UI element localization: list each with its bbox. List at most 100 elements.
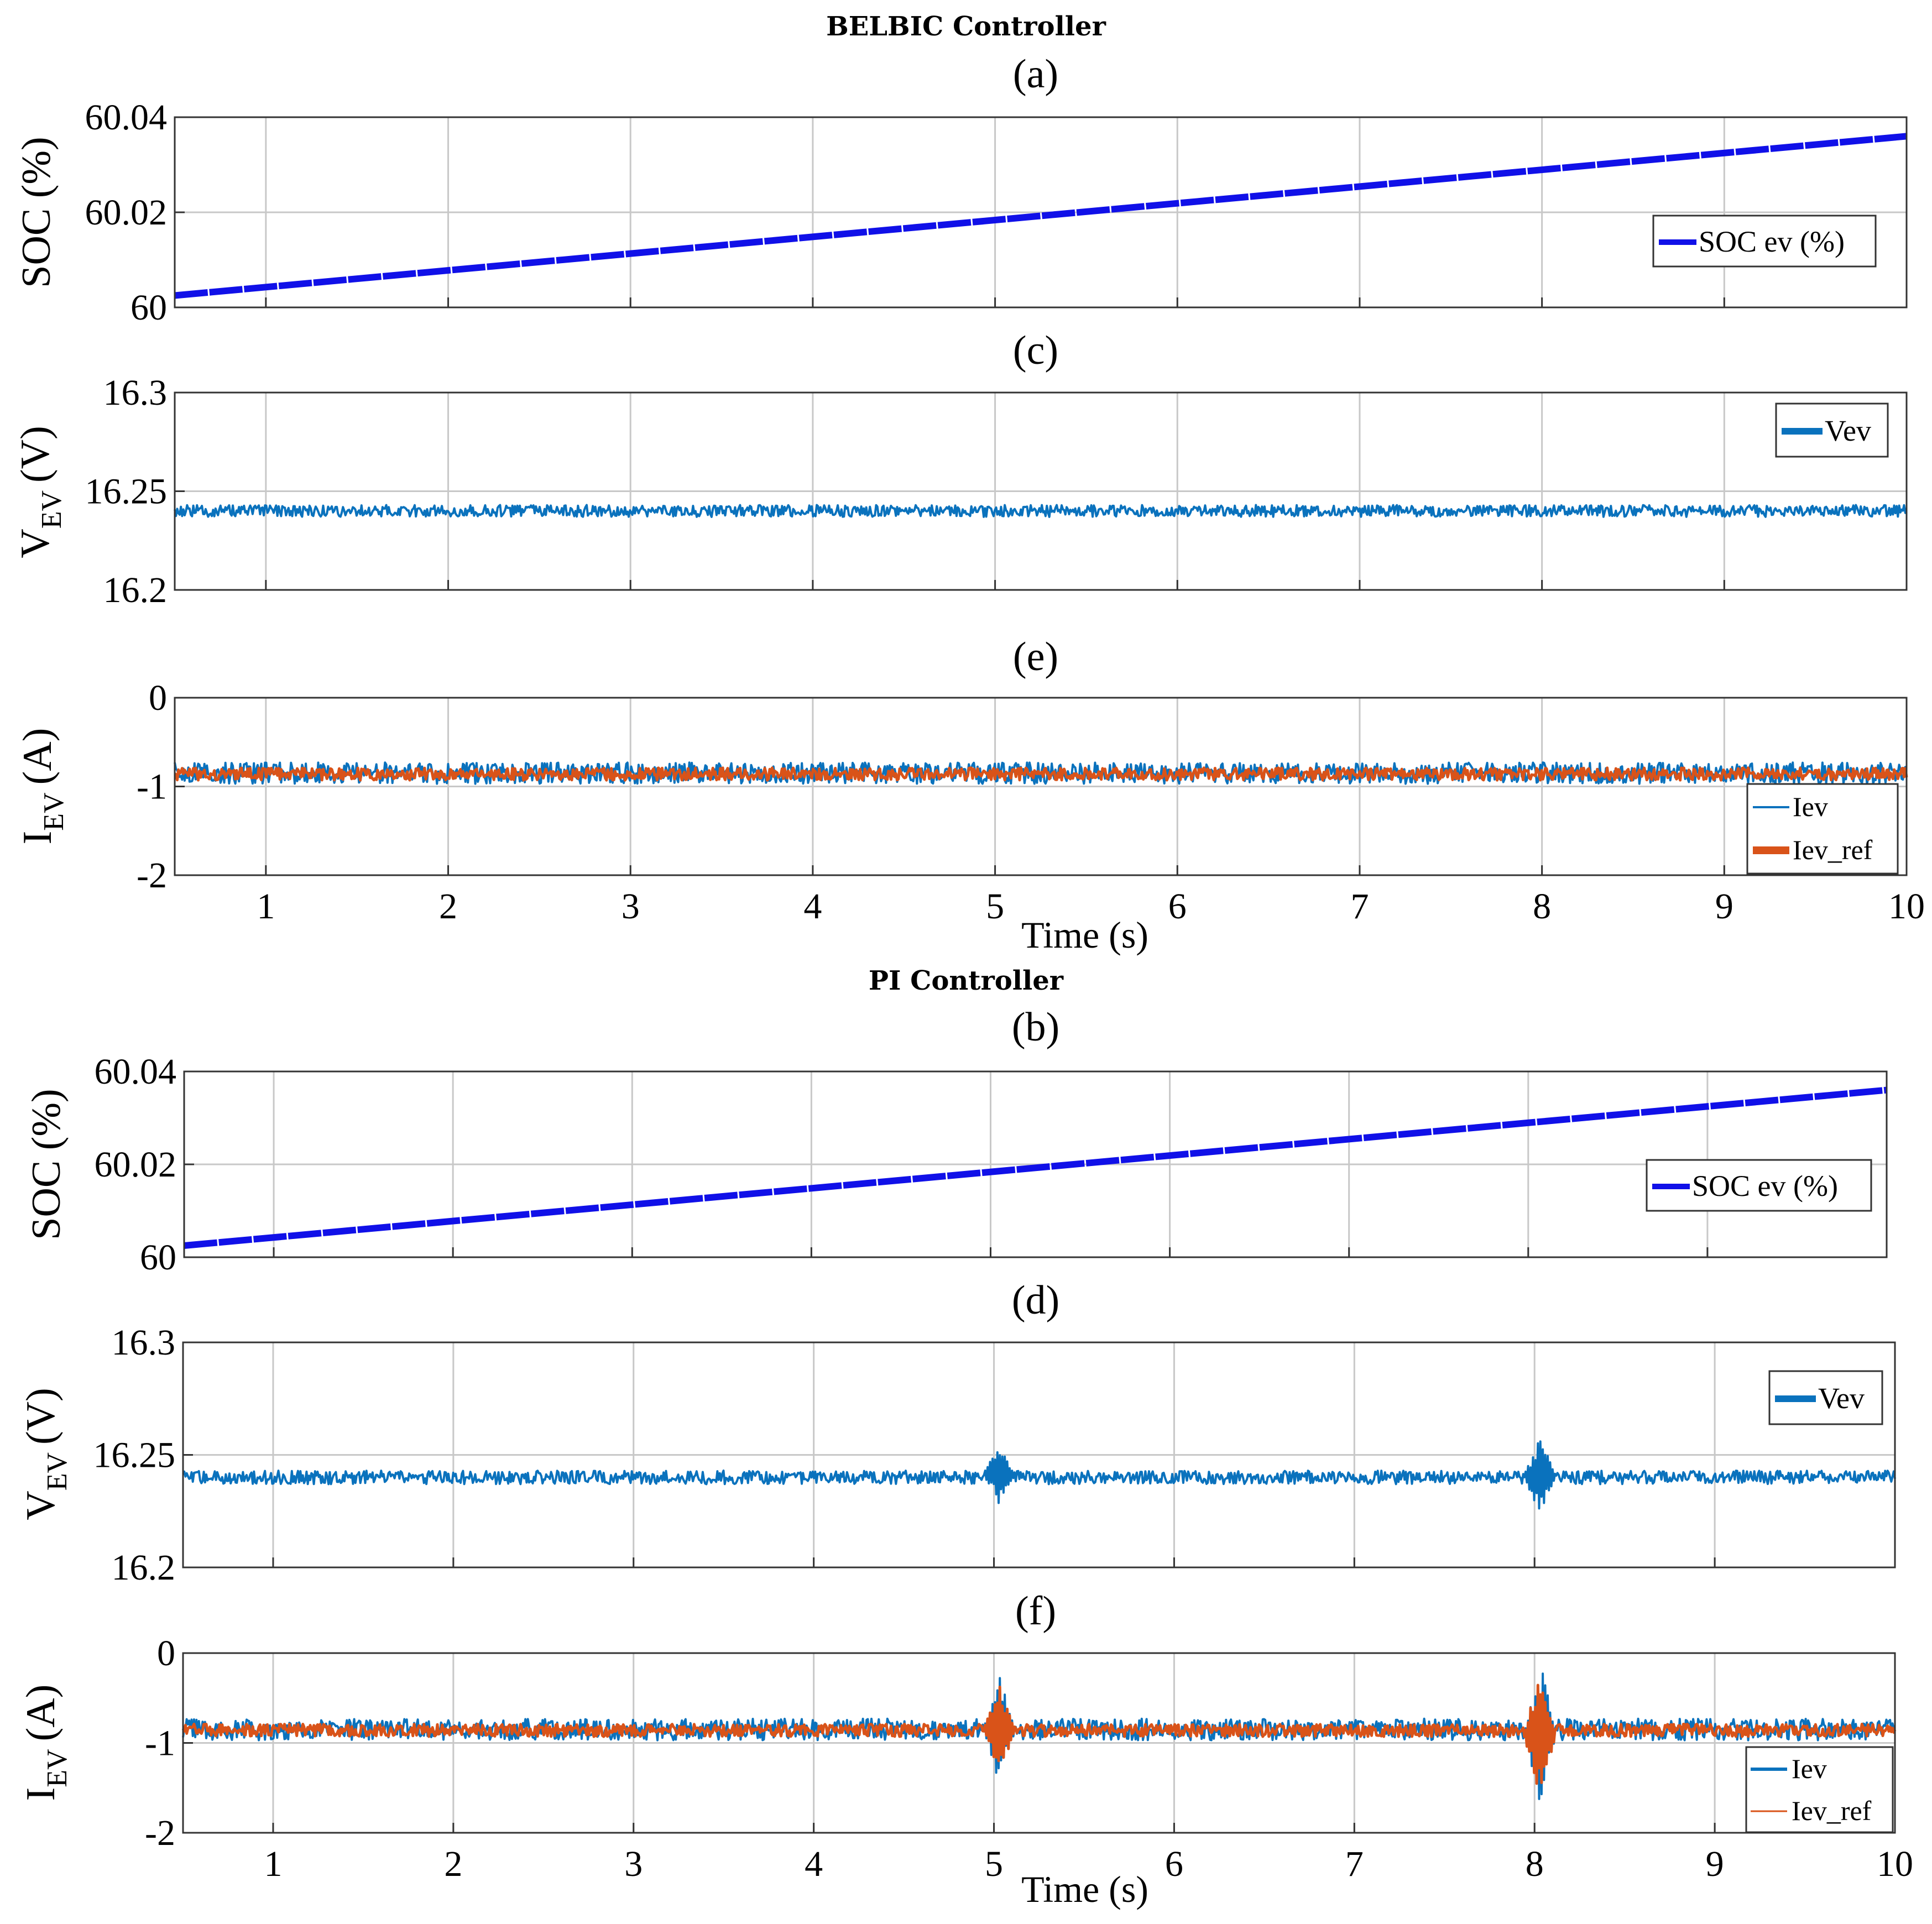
panel-e-legend-label-iev: Iev [1793, 791, 1828, 822]
panel-f-xtick-label-4: 5 [985, 1844, 1003, 1884]
panel-d: (d) 16.2 16.25 16.3 VEV (V) Vev [18, 1278, 1896, 1588]
panel-f-legend-label-iev-ref: Iev_ref [1792, 1795, 1872, 1826]
panel-f-xtick-label-9: 10 [1877, 1844, 1913, 1884]
panel-f-label: (f) [1015, 1588, 1056, 1634]
panel-a-legend-box [1652, 215, 1877, 268]
panel-e-label: (e) [1013, 634, 1058, 679]
panel-a-ytick-label-1: 60.02 [85, 192, 168, 233]
panel-e-xtick-label-5: 6 [1168, 886, 1187, 927]
panel-b-ytick-label-1: 60.02 [95, 1144, 177, 1185]
panel-e-xtick-label-4: 5 [986, 886, 1004, 927]
panel-a-legend-label: SOC ev (%) [1699, 225, 1845, 258]
panel-c-legend: Vev [1775, 402, 1889, 458]
panel-e-xtick-label-9: 10 [1888, 886, 1925, 927]
panel-a-label: (a) [1013, 51, 1058, 97]
panel-f-xtick-label-2: 3 [624, 1844, 643, 1884]
panel-a-plot: 60 60.02 60.04 [85, 97, 1908, 328]
panel-d-ytick-label-1: 16.25 [93, 1435, 176, 1476]
panel-d-ylabel-sub: EV [41, 1452, 73, 1491]
panel-f-ytick-label-0: -2 [145, 1813, 175, 1853]
panel-e-ylabel-unit: (A) [15, 728, 60, 785]
panel-f-ylabel-sub: EV [41, 1749, 73, 1787]
panel-e-legend-box [1746, 783, 1899, 875]
panel-f-ytick-label-1: -1 [145, 1723, 175, 1764]
panel-f-xtick-label-6: 7 [1345, 1844, 1364, 1884]
panel-e-plot: 1 2 3 4 5 6 7 8 9 10 -2 -1 0 [137, 678, 1925, 927]
panel-f-legend: Iev Iev_ref [1745, 1746, 1894, 1833]
panel-f-ytick-label-2: 0 [157, 1633, 175, 1674]
panel-b-label: (b) [1012, 1005, 1059, 1050]
panel-e-xtick-label-7: 8 [1533, 886, 1551, 927]
panel-d-legend-label: Vev [1818, 1382, 1865, 1415]
panel-f-plot: 1 2 3 4 5 6 7 8 9 10 -2 -1 0 [145, 1633, 1913, 1884]
pi-title: PI Controller [869, 965, 1064, 996]
belbic-title: BELBIC Controller [826, 11, 1106, 42]
panel-e-xtick-label-2: 3 [622, 886, 640, 927]
panel-e-xtick-label-8: 9 [1715, 886, 1733, 927]
panel-e-xtick-label-0: 1 [257, 886, 275, 927]
panel-c-legend-label: Vev [1825, 414, 1871, 447]
panel-a-ylabel: SOC (%) [14, 137, 59, 287]
panel-a-ytick-label-2: 60.04 [85, 97, 168, 138]
panel-f-series-iev-ref [181, 1683, 1897, 1785]
panel-d-series-vev [182, 1440, 1896, 1510]
panel-b-ytick-label-2: 60.04 [95, 1052, 177, 1092]
panel-e: (e) 1 2 3 4 5 6 7 8 9 10-2-10 IEV(A) Iev Iev_ref … [15, 634, 1925, 956]
panel-c-ytick-label-1: 16.25 [85, 472, 168, 512]
panel-c-series-vev [174, 504, 1907, 518]
panel-b-legend: SOC ev (%) [1646, 1159, 1872, 1212]
panel-f-xtick-label-8: 9 [1706, 1844, 1724, 1884]
panel-a: (a) 60 60.02 60.04 SOC (%) SOC ev (%) [14, 51, 1908, 328]
panel-c-ytick-label-0: 16.2 [103, 570, 168, 610]
panel-f-xtick-label-3: 4 [805, 1844, 823, 1884]
panel-b-series-soc [184, 1086, 1887, 1249]
panel-f-xtick-label-7: 8 [1526, 1844, 1544, 1884]
panel-b-ytick-label-0: 60 [140, 1237, 176, 1278]
panel-e-ylabel-sub: EV [38, 792, 70, 830]
panel-e-ylabel-main: I [15, 831, 60, 845]
panel-c: (c) 16.2 16.25 16.3 VEV (V) Vev [13, 328, 1908, 610]
panel-b-plot: 60 60.02 60.04 [95, 1052, 1888, 1278]
panel-b-ylabel: SOC (%) [24, 1089, 69, 1240]
panel-b-legend-label: SOC ev (%) [1692, 1169, 1838, 1202]
panel-f-ylabel-main: I [18, 1787, 64, 1801]
panel-f: (f) 1 2 3 4 5 6 7 8 9 10-2-10 IEV(A) Iev Iev_ref … [18, 1588, 1913, 1910]
panel-d-plot: 16.2 16.25 16.3 [93, 1322, 1896, 1588]
panel-d-ylabel-unit: (V) [18, 1388, 64, 1445]
panel-c-ylabel-sub: EV [36, 490, 67, 529]
panel-a-series-soc [174, 133, 1907, 299]
panel-f-xlabel: Time (s) [1021, 1868, 1148, 1910]
panel-e-xtick-label-6: 7 [1350, 886, 1369, 927]
panel-f-xtick-label-5: 6 [1165, 1844, 1183, 1884]
panel-f-series-iev [182, 1672, 1896, 1800]
panel-a-ytick-label-0: 60 [130, 287, 167, 328]
panel-f-legend-box [1745, 1746, 1894, 1833]
panel-e-ytick-label-2: 0 [149, 678, 167, 718]
panel-e-xtick-label-3: 4 [803, 886, 822, 927]
panel-a-legend: SOC ev (%) [1652, 215, 1877, 268]
panel-d-ylabel-main: V [18, 1491, 64, 1520]
panel-e-ytick-label-1: -1 [137, 767, 167, 807]
panel-f-ylabel-unit: (A) [18, 1685, 64, 1742]
panel-f-legend-label-iev: Iev [1792, 1753, 1827, 1784]
panel-d-ylabel: VEV (V) [18, 1388, 73, 1520]
panel-c-ylabel: VEV (V) [13, 426, 67, 558]
panel-d-label: (d) [1012, 1278, 1059, 1323]
panel-e-xtick-label-1: 2 [439, 886, 457, 927]
panel-e-ytick-label-0: -2 [137, 855, 167, 896]
panel-c-ylabel-unit: (V) [13, 426, 58, 483]
panel-e-ylabel: IEV (A) [15, 728, 70, 845]
panel-c-label: (c) [1013, 328, 1058, 373]
panel-c-ylabel-main: V [13, 529, 58, 558]
panel-f-ylabel: IEV (A) [18, 1685, 73, 1801]
panel-d-ytick-label-0: 16.2 [112, 1547, 176, 1588]
panel-e-series-iev-ref [174, 766, 1908, 782]
panel-f-xtick-label-1: 2 [444, 1844, 462, 1884]
panel-d-legend: Vev [1768, 1370, 1883, 1425]
panel-b-legend-box [1646, 1159, 1872, 1212]
panel-e-legend-label-iev-ref: Iev_ref [1793, 834, 1873, 865]
panel-f-xtick-label-0: 1 [264, 1844, 282, 1884]
panel-e-xlabel: Time (s) [1021, 914, 1148, 956]
panel-d-ytick-label-2: 16.3 [112, 1322, 176, 1363]
